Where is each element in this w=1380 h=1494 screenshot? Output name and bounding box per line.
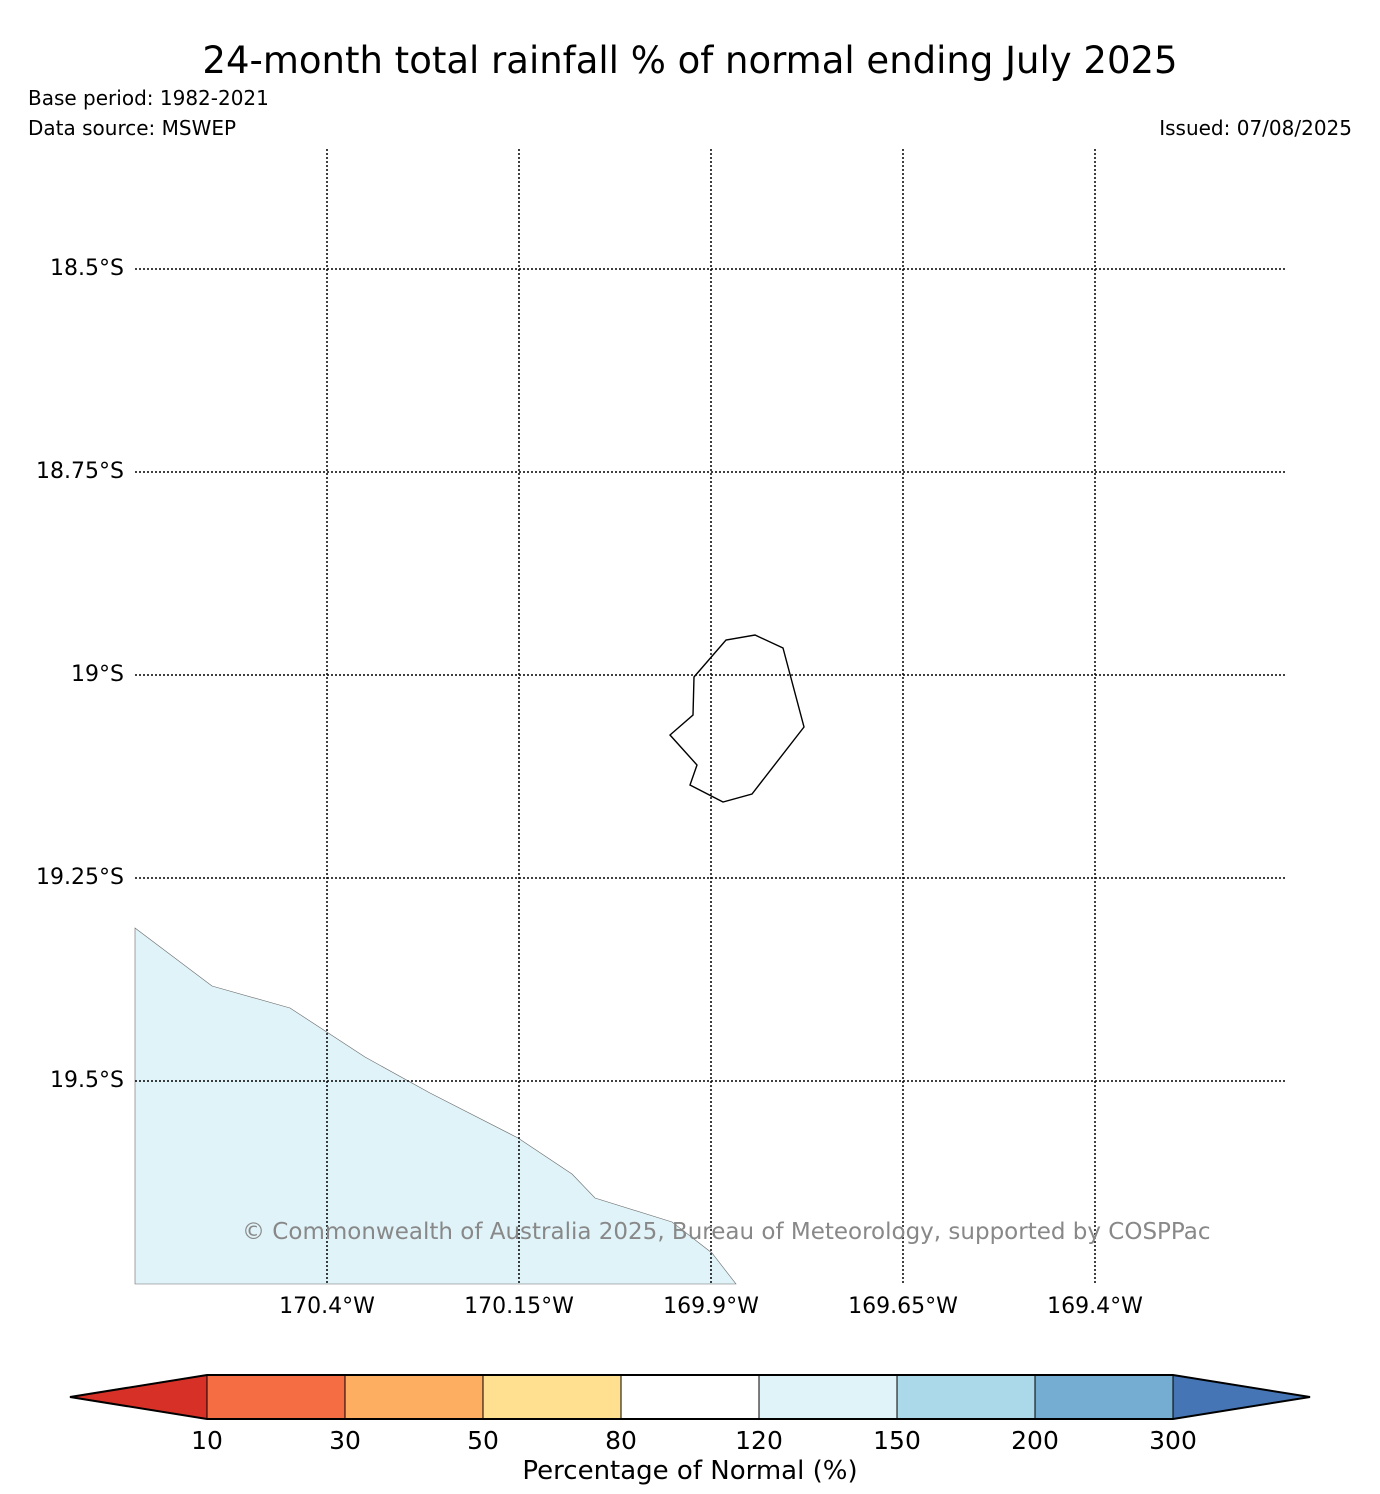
colorbar-tick-label: 150 [873, 1426, 921, 1455]
island-outline [669, 634, 805, 803]
colorbar-segment-10-30 [206, 1374, 346, 1420]
longitude-label: 169.65°W [848, 1294, 958, 1319]
colorbar-tick-label: 300 [1149, 1426, 1197, 1455]
latitude-label: 19°S [71, 662, 124, 687]
colorbar-segment-200-300 [1034, 1374, 1174, 1420]
longitude-gridlines [326, 149, 1096, 1284]
copyright-notice: © Commonwealth of Australia 2025, Bureau… [242, 1219, 1211, 1245]
data-source-text: Data source: MSWEP [28, 116, 237, 140]
map-title: 24-month total rainfall % of normal endi… [202, 39, 1178, 82]
colorbar-segment-80-120 [620, 1374, 760, 1420]
latitude-label: 19.25°S [36, 865, 124, 890]
colorbar-tick-label: 50 [467, 1426, 499, 1455]
colorbar-segment-30-50 [344, 1374, 484, 1420]
colorbar-segment-120-150 [758, 1374, 898, 1420]
colorbar-segment-50-80 [482, 1374, 622, 1420]
latitude-gridlines [135, 268, 1285, 1082]
longitude-label: 169.4°W [1047, 1294, 1143, 1319]
latitude-label: 18.75°S [36, 459, 124, 484]
colorbar [69, 1374, 1311, 1420]
colorbar-title: Percentage of Normal (%) [522, 1456, 858, 1486]
colorbar-tick-label: 120 [735, 1426, 783, 1455]
base-period-text: Base period: 1982-2021 [28, 86, 269, 110]
colorbar-extend-high [1172, 1374, 1311, 1420]
colorbar-extend-low [69, 1374, 208, 1420]
longitude-label: 169.9°W [663, 1294, 759, 1319]
issued-date-text: Issued: 07/08/2025 [1159, 116, 1352, 140]
rainfall-shaded-region [134, 927, 737, 1285]
colorbar-tick-label: 200 [1011, 1426, 1059, 1455]
longitude-label: 170.4°W [279, 1294, 375, 1319]
latitude-label: 19.5°S [50, 1068, 124, 1093]
colorbar-segment-150-200 [896, 1374, 1036, 1420]
colorbar-outline [69, 1374, 1311, 1420]
colorbar-tick-label: 10 [191, 1426, 223, 1455]
latitude-label: 18.5°S [50, 256, 124, 281]
longitude-label: 170.15°W [464, 1294, 574, 1319]
colorbar-tick-label: 80 [605, 1426, 637, 1455]
colorbar-tick-label: 30 [329, 1426, 361, 1455]
